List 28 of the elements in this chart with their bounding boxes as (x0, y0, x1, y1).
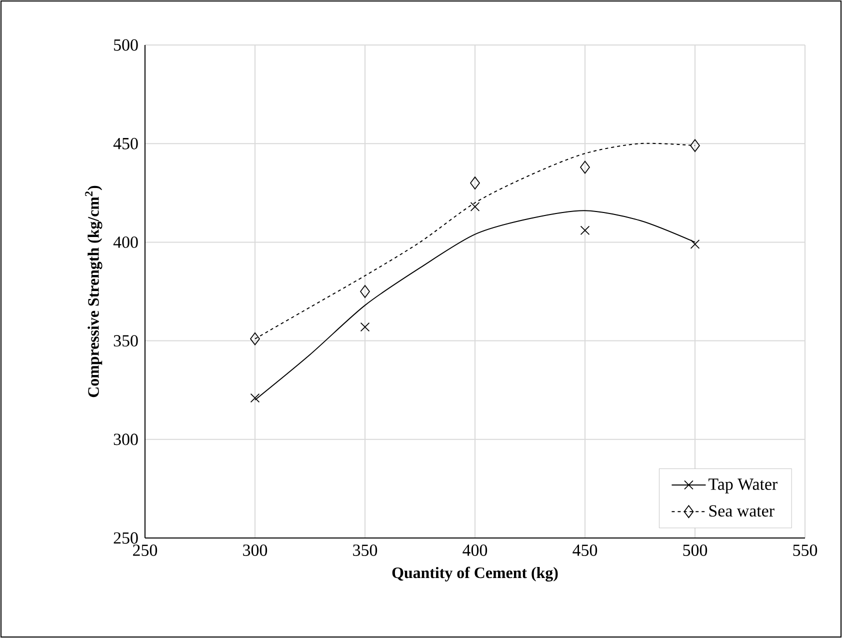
y-tick-label: 400 (113, 236, 138, 248)
x-tick-label: 550 (793, 544, 818, 556)
line-series (254, 210, 696, 400)
x-tick-label: 400 (462, 544, 488, 556)
point (580, 160, 590, 174)
point (250, 393, 260, 403)
x-tick-label: 350 (353, 544, 378, 556)
y-axis-title: Compressive Strength (kg/cm$^{2}$) (85, 186, 102, 398)
point (360, 322, 370, 332)
y-tick-label: 450 (113, 138, 138, 150)
legend-label: Sea water (709, 505, 774, 517)
y-tick-label: 350 (114, 335, 138, 347)
y-tick-label: 500 (114, 39, 138, 51)
x-axis-title: Quantity of Cement (kg) (392, 566, 558, 582)
x-tick-label: 250 (133, 544, 158, 556)
x-tick-label: 300 (243, 544, 268, 556)
point (690, 239, 700, 249)
point (250, 332, 260, 346)
y-tick-label: 250 (114, 532, 138, 544)
legend-label: Tap Water (708, 478, 778, 494)
point (360, 285, 370, 298)
point (580, 226, 590, 236)
y-tick-label: 300 (114, 434, 138, 446)
point (470, 202, 480, 212)
point (470, 176, 480, 190)
x-tick-label: 500 (683, 544, 708, 556)
point (690, 139, 700, 152)
x-tick-label: 450 (572, 544, 598, 556)
